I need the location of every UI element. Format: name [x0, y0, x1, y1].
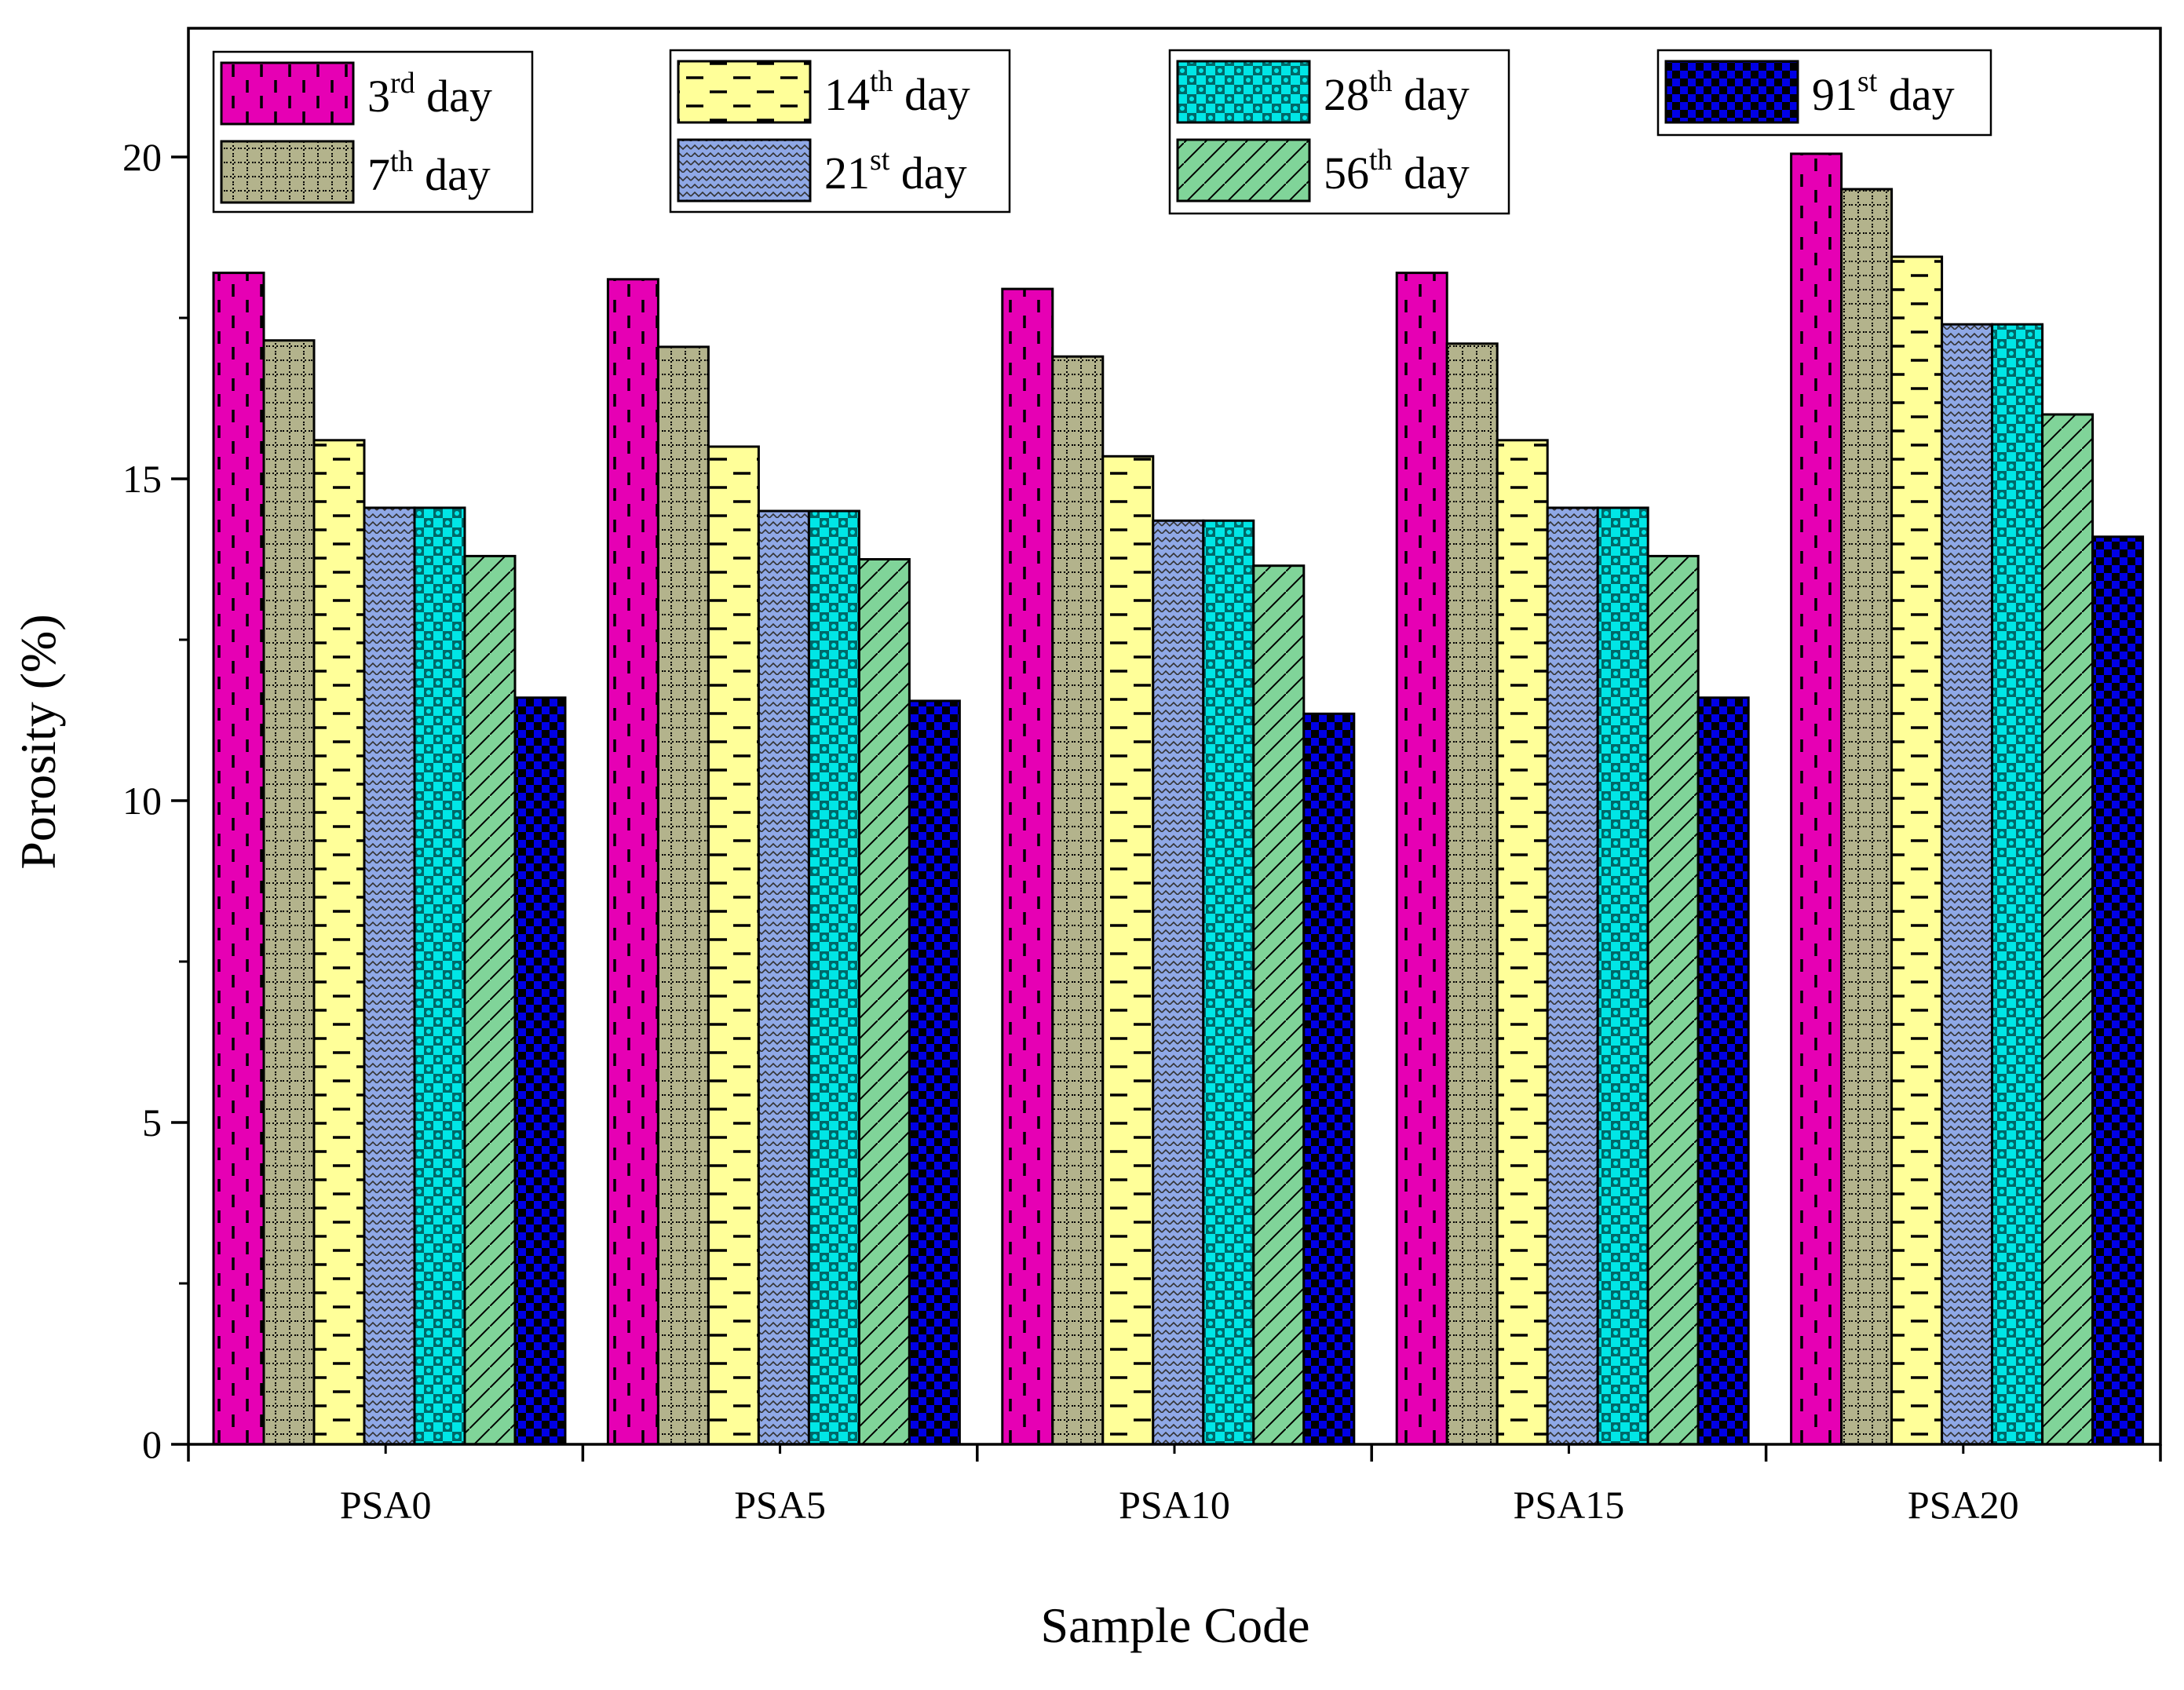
legend-swatch: [1664, 60, 1799, 124]
bar-psa15-series-2: [1496, 439, 1549, 1446]
legend-swatch: [677, 60, 812, 124]
bar-psa5-series-4: [807, 509, 860, 1446]
bar-psa15-series-3: [1546, 506, 1599, 1446]
bar-psa20-series-1: [1840, 188, 1894, 1446]
bar-psa20-series-4: [1991, 323, 2044, 1446]
bar-psa10-series-2: [1101, 454, 1155, 1446]
legend-entry-label: 7th day: [367, 145, 491, 200]
bar-psa5-series-3: [757, 509, 810, 1446]
bar-psa0-series-0: [212, 272, 265, 1446]
bar-psa10-series-6: [1302, 712, 1356, 1446]
bar-psa15-series-6: [1696, 696, 1750, 1446]
bar-psa15-series-1: [1445, 342, 1499, 1446]
y-axis-title: Porosity (%): [10, 614, 66, 869]
bar-psa15-series-4: [1596, 506, 1649, 1446]
axes-layer: 0 5 10 15 20 PSA0 PSA5 PSA10 PSA15 PSA20: [122, 27, 2162, 1527]
x-axis-title: Sample Code: [1040, 1597, 1309, 1653]
bar-psa5-series-6: [908, 699, 961, 1446]
bar-psa20-series-5: [2041, 413, 2095, 1446]
y-tick-label: 5: [142, 1101, 162, 1144]
y-tick-label: 0: [142, 1422, 162, 1466]
x-tick-label: PSA0: [340, 1483, 432, 1527]
bar-psa0-series-4: [413, 506, 466, 1446]
bar-psa20-series-0: [1790, 152, 1843, 1446]
legend-entry-label: 3rd day: [367, 67, 492, 122]
legend-entry-label: 21st day: [824, 144, 967, 199]
legend-entry-label: 56th day: [1324, 144, 1470, 199]
bar-psa5-series-2: [707, 445, 760, 1446]
bar-psa10-series-4: [1202, 519, 1255, 1446]
legend: 3rd day 7th day 14th day 21st day 28th day 56…: [212, 49, 1992, 215]
legend-entry-label: 28th day: [1324, 65, 1470, 120]
legend-swatch: [1176, 138, 1311, 203]
legend-swatch: [220, 140, 355, 204]
legend-entry-label: 14th day: [824, 65, 970, 120]
bar-psa0-series-3: [363, 506, 416, 1446]
y-tick-label: 10: [122, 779, 162, 823]
x-tick-label: PSA20: [1908, 1483, 2019, 1527]
bar-psa0-series-1: [262, 339, 316, 1446]
x-tick-label: PSA10: [1119, 1483, 1230, 1527]
y-tick-label: 15: [122, 457, 162, 501]
bar-psa10-series-0: [1001, 287, 1054, 1446]
x-tick-label: PSA5: [734, 1483, 826, 1527]
legend-swatch: [1176, 60, 1311, 124]
legend-entry-label: 91st day: [1812, 65, 1955, 120]
bars-layer: [212, 152, 2145, 1446]
bar-psa0-series-2: [312, 439, 366, 1446]
y-tick-label: 20: [122, 135, 162, 179]
bar-psa0-series-6: [513, 696, 567, 1446]
bar-psa15-series-5: [1646, 554, 1700, 1446]
bar-psa20-series-6: [2091, 535, 2145, 1446]
bar-psa20-series-3: [1941, 323, 1994, 1446]
bar-psa10-series-5: [1252, 564, 1306, 1446]
bar-psa15-series-0: [1395, 272, 1448, 1446]
bar-psa20-series-2: [1890, 255, 1944, 1446]
bar-psa5-series-1: [656, 345, 710, 1446]
bar-psa10-series-1: [1051, 355, 1105, 1446]
x-tick-label: PSA15: [1514, 1483, 1625, 1527]
bar-psa5-series-0: [606, 278, 659, 1446]
bar-psa10-series-3: [1152, 519, 1205, 1446]
bar-psa5-series-5: [857, 558, 911, 1446]
bar-psa0-series-5: [463, 554, 517, 1446]
legend-swatch: [677, 138, 812, 203]
legend-swatch: [220, 61, 355, 126]
